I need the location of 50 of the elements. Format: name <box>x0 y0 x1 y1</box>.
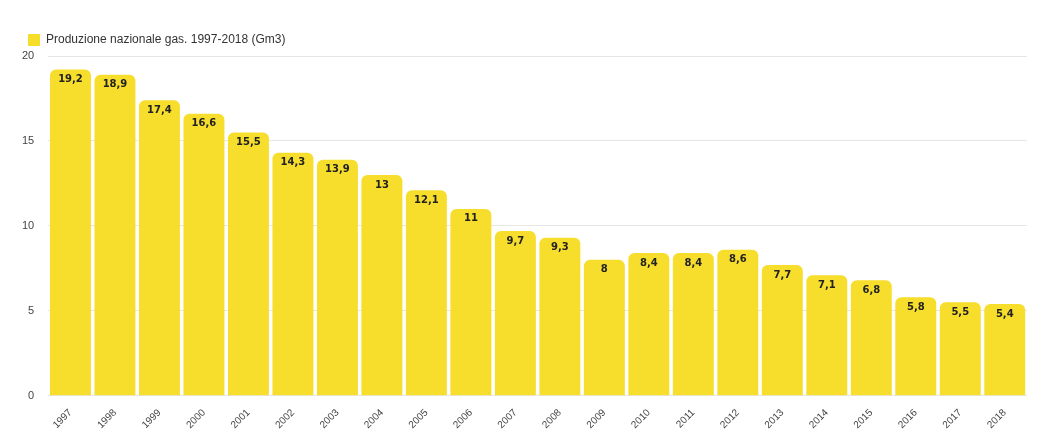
data-label: 16,6 <box>191 117 217 129</box>
data-label: 13 <box>374 178 389 190</box>
bar <box>316 159 358 396</box>
y-tick-label: 15 <box>21 133 35 146</box>
bar <box>138 100 180 396</box>
data-label: 6,8 <box>862 283 881 295</box>
bar <box>450 208 492 396</box>
y-tick-label: 5 <box>28 303 35 316</box>
bar <box>539 237 581 396</box>
bar <box>583 259 625 396</box>
data-label: 19,2 <box>58 73 83 85</box>
data-label: 5,4 <box>995 307 1014 319</box>
data-label: 8 <box>600 263 608 275</box>
y-tick-label: 20 <box>21 49 35 62</box>
bar <box>895 297 937 396</box>
data-label: 12,1 <box>414 193 439 205</box>
data-label: 8,4 <box>639 256 658 268</box>
bar <box>806 275 848 396</box>
data-label: 13,9 <box>325 163 350 175</box>
bar <box>361 174 403 396</box>
bar <box>717 249 759 396</box>
data-label: 7,7 <box>773 268 792 280</box>
y-tick-label: 0 <box>28 388 35 401</box>
bar <box>494 230 536 396</box>
y-tick-label: 10 <box>21 218 35 231</box>
data-label: 15,5 <box>236 136 261 148</box>
data-label: 7,1 <box>817 278 836 290</box>
data-label: 11 <box>463 212 478 224</box>
data-label: 18,9 <box>102 78 128 90</box>
bar <box>672 253 714 396</box>
data-label: 17,4 <box>147 103 172 115</box>
legend-label: Produzione nazionale gas. 1997-2018 (Gm3) <box>46 32 286 47</box>
bar <box>761 264 803 396</box>
bar <box>272 152 314 396</box>
bar <box>984 304 1026 396</box>
bar <box>939 302 981 396</box>
data-label: 5,5 <box>951 305 970 317</box>
data-label: 9,3 <box>551 241 569 253</box>
data-label: 8,4 <box>684 256 703 268</box>
bar <box>94 74 136 396</box>
bar <box>227 132 269 396</box>
data-label: 14,3 <box>280 156 306 168</box>
bar <box>405 190 447 396</box>
data-label: 9,7 <box>506 234 525 246</box>
bar <box>183 113 225 396</box>
data-label: 5,8 <box>906 300 925 312</box>
bar <box>50 69 91 396</box>
bar <box>850 280 892 396</box>
data-label: 8,6 <box>728 253 747 265</box>
bar <box>628 253 670 396</box>
